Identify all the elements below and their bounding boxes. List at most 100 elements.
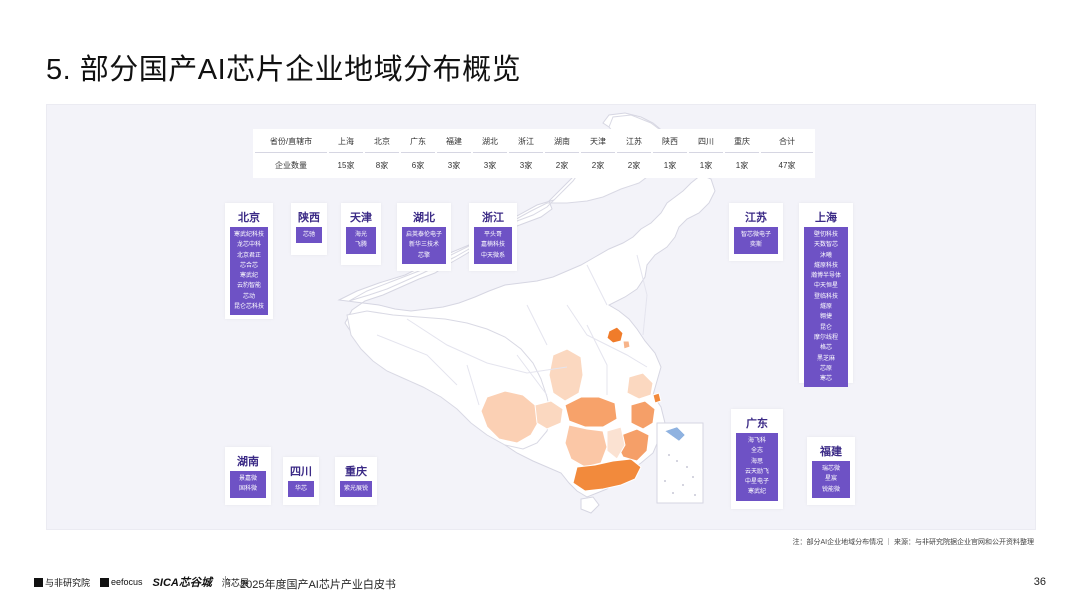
- stats-header-cell: 江苏: [617, 131, 651, 153]
- province-name: 浙江: [482, 212, 504, 224]
- company-name: 壁仞科技: [813, 232, 838, 238]
- map-sichuan: [480, 390, 540, 444]
- stats-value-cell: 3家: [437, 155, 471, 176]
- province-name: 湖北: [413, 212, 435, 224]
- logo-wanxinzhan: 湾芯展: [221, 577, 249, 588]
- company-list: 启英泰伦电子 新华三技术 芯擎: [402, 227, 446, 264]
- stats-header-cell: 四川: [689, 131, 723, 153]
- stats-header-cell: 合计: [761, 131, 813, 153]
- stats-header-row: 省份/直辖市 上海 北京 广东 福建 湖北 浙江 湖南 天津 江苏 陕西 四川 …: [255, 131, 813, 153]
- stats-header-cell: 湖北: [473, 131, 507, 153]
- province-card-guangdong: 广东 海飞科 全志 海思 云天励飞 中星电子 寒武纪: [731, 409, 783, 509]
- logo-sica: SICA芯谷城: [152, 577, 212, 589]
- book-title: 2025年度国产AI芯片产业白皮书: [240, 579, 396, 591]
- company-name: 格芯: [819, 345, 832, 352]
- province-card-zhejiang: 浙江 平头哥 嘉楠科技 中天微系: [469, 203, 517, 271]
- company-name: 摩尔线程: [813, 334, 838, 341]
- province-name: 天津: [350, 212, 372, 224]
- map-zhejiang: [630, 400, 656, 430]
- source-note: 注：部分AI企业地域分布情况 ｜ 来源：与非研究院据企业官网和公开资料整理: [792, 539, 1034, 546]
- page-number: 36: [1033, 576, 1046, 588]
- stats-value-cell: 企业数量: [255, 155, 327, 176]
- map-jiangsu: [626, 372, 654, 400]
- province-name: 湖南: [237, 456, 259, 468]
- company-name: 锐能微: [821, 486, 840, 493]
- company-name: 登临科技: [813, 293, 838, 300]
- company-name: 新华三技术: [408, 242, 439, 249]
- footer-divider: [225, 576, 226, 588]
- company-name: 瑞芯微: [821, 466, 840, 472]
- company-name: 景嘉微: [238, 476, 257, 482]
- company-name: 昆仑: [819, 324, 832, 331]
- company-name: 寒武纪科技: [233, 232, 264, 238]
- province-card-jiangsu: 江苏 智芯微电子 奕斯: [729, 203, 783, 261]
- company-name: 云豹智能: [236, 283, 261, 290]
- stats-value-cell: 3家: [509, 155, 543, 176]
- company-name: 国科微: [238, 486, 257, 493]
- company-name: 云天励飞: [744, 468, 769, 475]
- company-name: 中星电子: [744, 479, 769, 486]
- stats-value-cell: 1家: [689, 155, 723, 176]
- stats-value-cell: 2家: [545, 155, 579, 176]
- stats-header-cell: 重庆: [725, 131, 759, 153]
- stats-header-cell: 天津: [581, 131, 615, 153]
- map-guangdong: [572, 458, 642, 492]
- stats-header-cell: 省份/直辖市: [255, 131, 327, 153]
- company-list: 海飞科 全志 海思 云天励飞 中星电子 寒武纪: [736, 433, 778, 501]
- stats-header-cell: 广东: [401, 131, 435, 153]
- province-card-sichuan: 四川 华芯: [283, 457, 319, 505]
- company-list: 海光 飞腾: [346, 227, 376, 254]
- company-name: 寒芯: [819, 376, 832, 383]
- company-list: 平头哥 嘉楠科技 中天微系: [474, 227, 512, 264]
- province-card-shanghai: 上海 壁仞科技 天数智芯 沐曦 燧原科技 瀚博半导体 中天恒星 登临科技 燧原 …: [799, 203, 853, 388]
- company-name: 海光: [354, 232, 367, 238]
- company-name: 芯原: [819, 365, 832, 372]
- yufei-mark-icon: [34, 577, 43, 587]
- company-list: 寒武纪科技 龙芯中科 北京君正 芯合芯 寒武纪 云豹智能 芯动 昆仑芯科技: [230, 227, 268, 316]
- stats-header-cell: 陕西: [653, 131, 687, 153]
- company-name: 沐曦: [819, 252, 832, 259]
- stats-value-cell: 6家: [401, 155, 435, 176]
- stats-header-cell: 福建: [437, 131, 471, 153]
- company-name: 芯动: [242, 293, 255, 300]
- map-jiangxi: [606, 426, 626, 460]
- province-name: 陕西: [298, 212, 320, 224]
- company-name: 翱捷: [819, 314, 832, 321]
- stats-value-cell: 2家: [617, 155, 651, 176]
- stats-value-cell: 15家: [329, 155, 363, 176]
- province-card-tianjin: 天津 海光 飞腾: [341, 203, 381, 265]
- company-name: 芯合芯: [239, 262, 258, 269]
- stats-value-cell: 2家: [581, 155, 615, 176]
- company-list: 华芯: [288, 481, 314, 498]
- company-name: 星宸: [824, 476, 837, 483]
- province-card-hunan: 湖南 景嘉微 国科微: [225, 447, 271, 505]
- province-card-shaanxi: 陕西 芯驰: [291, 203, 327, 255]
- province-card-fujian: 福建 瑞芯微 星宸 锐能微: [807, 437, 855, 505]
- company-name: 黑芝麻: [816, 355, 835, 362]
- company-name: 燧原: [819, 304, 832, 311]
- map-tianjin: [622, 340, 631, 350]
- province-name: 广东: [746, 418, 768, 430]
- company-count-table: 省份/直辖市 上海 北京 广东 福建 湖北 浙江 湖南 天津 江苏 陕西 四川 …: [253, 129, 815, 178]
- company-list: 壁仞科技 天数智芯 沐曦 燧原科技 瀚博半导体 中天恒星 登临科技 燧原 翱捷 …: [804, 227, 848, 388]
- china-map: [337, 112, 716, 514]
- company-name: 中天恒星: [813, 283, 838, 290]
- company-name: 芯驰: [302, 232, 315, 238]
- company-name: 瀚博半导体: [810, 273, 841, 280]
- province-name: 重庆: [345, 466, 367, 478]
- stats-header-cell: 上海: [329, 131, 363, 153]
- logo-yufei: 与非研究院: [34, 576, 90, 589]
- company-name: 寒武纪: [239, 273, 258, 280]
- company-name: 北京君正: [236, 252, 261, 259]
- province-card-hubei: 湖北 启英泰伦电子 新华三技术 芯擎: [397, 203, 451, 271]
- company-name: 飞腾: [354, 242, 367, 249]
- logo-eefocus: eefocus: [100, 577, 143, 587]
- stats-header-cell: 北京: [365, 131, 399, 153]
- company-name: 海飞科: [747, 438, 766, 444]
- stats-header-cell: 浙江: [509, 131, 543, 153]
- stats-value-row: 企业数量 15家 8家 6家 3家 3家 3家 2家 2家 2家 1家 1家 1…: [255, 155, 813, 176]
- company-name: 奕斯: [749, 242, 762, 249]
- company-list: 紫光展锐: [340, 481, 372, 498]
- company-name: 天数智芯: [813, 242, 838, 249]
- map-chongqing: [534, 400, 564, 430]
